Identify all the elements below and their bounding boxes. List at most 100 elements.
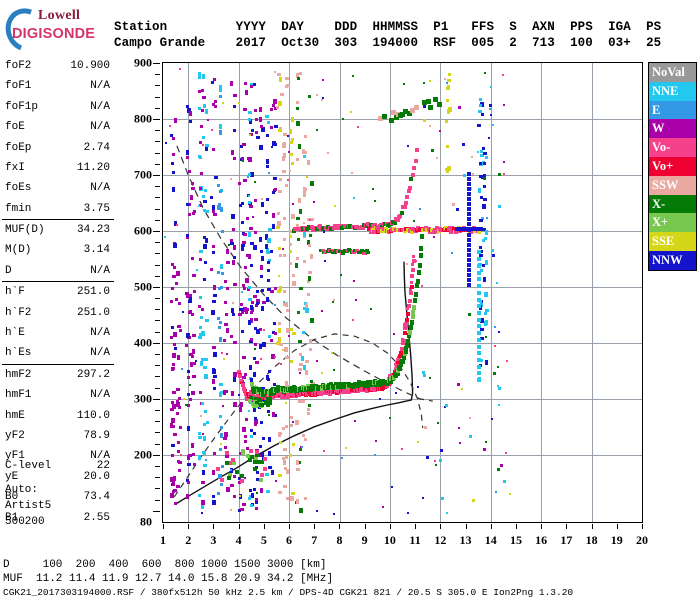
echo-point <box>247 195 250 198</box>
echo-point <box>219 483 223 487</box>
footer-file-row: CGK21_2017303194000.RSF / 380fx512h 50 k… <box>3 587 574 598</box>
echo-point <box>467 247 472 252</box>
x-tick-label: 7 <box>311 533 318 547</box>
echo-point <box>173 343 177 347</box>
echo-point <box>280 362 283 365</box>
echo-point <box>225 486 230 492</box>
y-tick <box>155 141 160 143</box>
echo-point <box>253 487 257 491</box>
echo-point <box>498 330 501 333</box>
param-key: h`F <box>5 286 25 299</box>
echo-point <box>258 107 262 113</box>
echo-point <box>223 445 227 449</box>
echo-point <box>170 477 175 482</box>
echo-point <box>285 394 290 399</box>
echo-point <box>492 253 496 257</box>
echo-point <box>421 496 424 499</box>
echo-point <box>351 75 354 78</box>
echo-point <box>277 221 281 227</box>
echo-point <box>218 448 222 452</box>
echo-point <box>220 285 224 289</box>
legend-item-nne[interactable]: NNE <box>649 81 696 101</box>
echo-point <box>253 230 257 234</box>
param-key: hmF2 <box>5 368 32 381</box>
echo-point <box>232 283 237 287</box>
echo-point <box>309 180 314 186</box>
echo-point <box>279 92 284 96</box>
gridline-horizontal <box>163 286 642 288</box>
echo-point <box>248 172 252 176</box>
echo-point <box>482 204 486 210</box>
ionogram-plot-area[interactable] <box>162 62 643 523</box>
legend-item-nnw[interactable]: NNW <box>649 250 696 270</box>
x-tick-label: 17 <box>560 533 573 547</box>
echo-point <box>251 394 255 398</box>
echo-point <box>273 383 277 387</box>
legend-item-vo-[interactable]: Vo- <box>649 138 696 157</box>
param-value: 73.4 <box>83 491 110 504</box>
echo-point <box>172 391 177 395</box>
echo-point <box>298 400 302 404</box>
echo-point <box>487 137 490 140</box>
echo-point <box>350 172 353 175</box>
echo-point <box>479 253 484 257</box>
x-tick <box>163 524 164 529</box>
legend-item-e[interactable]: E <box>649 100 696 120</box>
echo-point <box>319 386 324 391</box>
echo-point <box>202 209 206 212</box>
echo-point <box>484 236 488 240</box>
echo-point <box>431 229 436 234</box>
echo-point <box>410 230 415 235</box>
echo-point <box>355 298 358 301</box>
echo-point <box>231 259 235 265</box>
legend-item-ssw[interactable]: SSW <box>649 175 696 195</box>
echo-point <box>261 202 264 206</box>
echo-point <box>303 235 306 239</box>
echo-point <box>170 299 174 303</box>
echo-point <box>250 84 254 88</box>
param-value: N/A <box>90 389 110 402</box>
legend-item-x-[interactable]: X- <box>649 194 696 214</box>
echo-point <box>199 156 203 160</box>
echo-point <box>261 397 266 403</box>
echo-point <box>446 169 449 173</box>
legend-item-w[interactable]: W <box>649 119 696 139</box>
echo-point <box>276 105 280 109</box>
legend-item-x-[interactable]: X+ <box>649 213 696 233</box>
echo-point <box>255 449 260 454</box>
echo-point <box>248 227 253 231</box>
echo-point <box>260 198 263 200</box>
echo-point <box>445 119 449 123</box>
legend-item-sse[interactable]: SSE <box>649 232 696 251</box>
echo-point <box>481 113 484 116</box>
echo-point <box>172 354 176 358</box>
echo-point <box>298 448 302 452</box>
echo-point <box>483 152 487 156</box>
echo-point <box>289 327 294 331</box>
legend-item-noval[interactable]: NoVal <box>649 63 696 82</box>
y-tick <box>155 410 160 412</box>
echo-point <box>261 305 265 311</box>
echo-point <box>187 202 191 206</box>
echo-point <box>278 288 282 292</box>
echo-point <box>470 155 473 158</box>
echo-point <box>204 261 208 265</box>
echo-point <box>192 274 197 278</box>
echo-point <box>457 106 461 110</box>
x-tick <box>616 524 618 529</box>
legend-item-vo-[interactable]: Vo+ <box>649 156 696 176</box>
echo-point <box>490 249 494 253</box>
echo-point <box>304 308 309 314</box>
echo-point <box>211 346 216 350</box>
echo-point <box>180 368 183 371</box>
echo-point <box>288 140 293 144</box>
x-tick <box>490 524 492 529</box>
echo-point <box>480 301 484 307</box>
echo-point <box>191 452 195 456</box>
echo-point <box>399 362 404 368</box>
echo-point <box>200 171 204 175</box>
echo-point <box>210 268 214 272</box>
echo-point <box>250 311 254 315</box>
echo-point <box>241 240 246 244</box>
echo-point <box>422 118 426 122</box>
